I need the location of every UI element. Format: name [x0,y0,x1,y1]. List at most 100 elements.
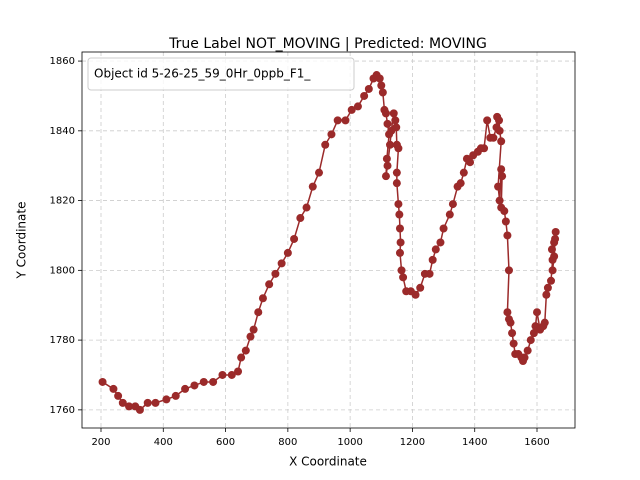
point [411,290,420,299]
point [234,367,243,376]
x-tick-label: 1200 [400,437,425,448]
point [523,346,532,355]
y-tick-label: 1800 [50,265,75,276]
point [550,252,559,261]
legend-box [87,57,355,91]
x-axis-label: X Coordinate [289,455,367,469]
point [551,227,560,236]
point [375,74,384,83]
point [399,273,408,282]
point [386,140,395,149]
point [381,172,390,181]
point [171,391,180,400]
x-tick-label: 1600 [524,437,549,448]
point [118,398,127,407]
point [353,102,362,111]
point [382,154,391,163]
point [504,266,513,275]
point [218,370,227,379]
x-tick-label: 200 [91,437,110,448]
point [392,123,401,132]
point [497,137,506,146]
point [425,269,434,278]
legend-label: Object id 5-26-25_59_0Hr_0ppb_F1_ [94,67,311,81]
point [396,238,405,247]
point [456,179,465,188]
point [254,308,263,317]
point [495,126,504,135]
point [109,384,118,393]
y-tick-label: 1780 [50,335,75,346]
point [209,377,218,386]
point [321,140,330,149]
point [495,196,504,205]
point [394,144,403,153]
point [506,318,515,327]
point [483,116,492,125]
point [489,133,498,142]
point [162,395,171,404]
point [135,405,144,414]
point [509,339,518,348]
point [296,214,305,223]
point [480,144,489,153]
point [333,116,342,125]
point [508,329,517,338]
point [381,109,390,118]
point [391,116,400,125]
y-tick-label: 1760 [50,405,75,416]
x-tick-label: 600 [216,437,235,448]
point [436,238,445,247]
y-tick-label: 1820 [50,196,75,207]
point [395,248,404,257]
chart-title: True Label NOT_MOVING | Predicted: MOVIN… [168,36,487,52]
point [439,224,448,233]
point [395,210,404,219]
point [302,203,311,212]
point [501,217,510,226]
x-tick-label: 800 [278,437,297,448]
point [397,266,406,275]
point [416,283,425,292]
point [542,290,551,299]
point [394,200,403,209]
point [383,119,392,128]
point [143,398,152,407]
point [271,269,280,278]
point [360,91,369,100]
point [500,207,509,216]
point [378,88,387,97]
point [547,276,556,285]
point [190,381,199,390]
point [543,283,552,292]
point [265,280,274,289]
point [389,109,398,118]
point [227,370,236,379]
point [364,84,373,93]
point [283,248,292,257]
y-tick-label: 1860 [50,56,75,67]
point [533,308,542,317]
y-axis-label: Y Coordinate [15,202,29,280]
point [459,168,468,177]
x-tick-label: 1400 [462,437,487,448]
x-tick-label: 400 [154,437,173,448]
point [308,182,317,191]
point [431,245,440,254]
point [241,346,250,355]
point [315,168,324,177]
y-tick-label: 1840 [50,126,75,137]
point [327,130,336,139]
point [181,384,190,393]
point [548,266,557,275]
point [495,116,504,125]
point [249,325,258,334]
point [428,255,437,264]
point [151,398,160,407]
x-tick-label: 1000 [337,437,362,448]
point [445,210,454,219]
point [529,329,538,338]
point [551,234,560,243]
point [258,294,267,303]
